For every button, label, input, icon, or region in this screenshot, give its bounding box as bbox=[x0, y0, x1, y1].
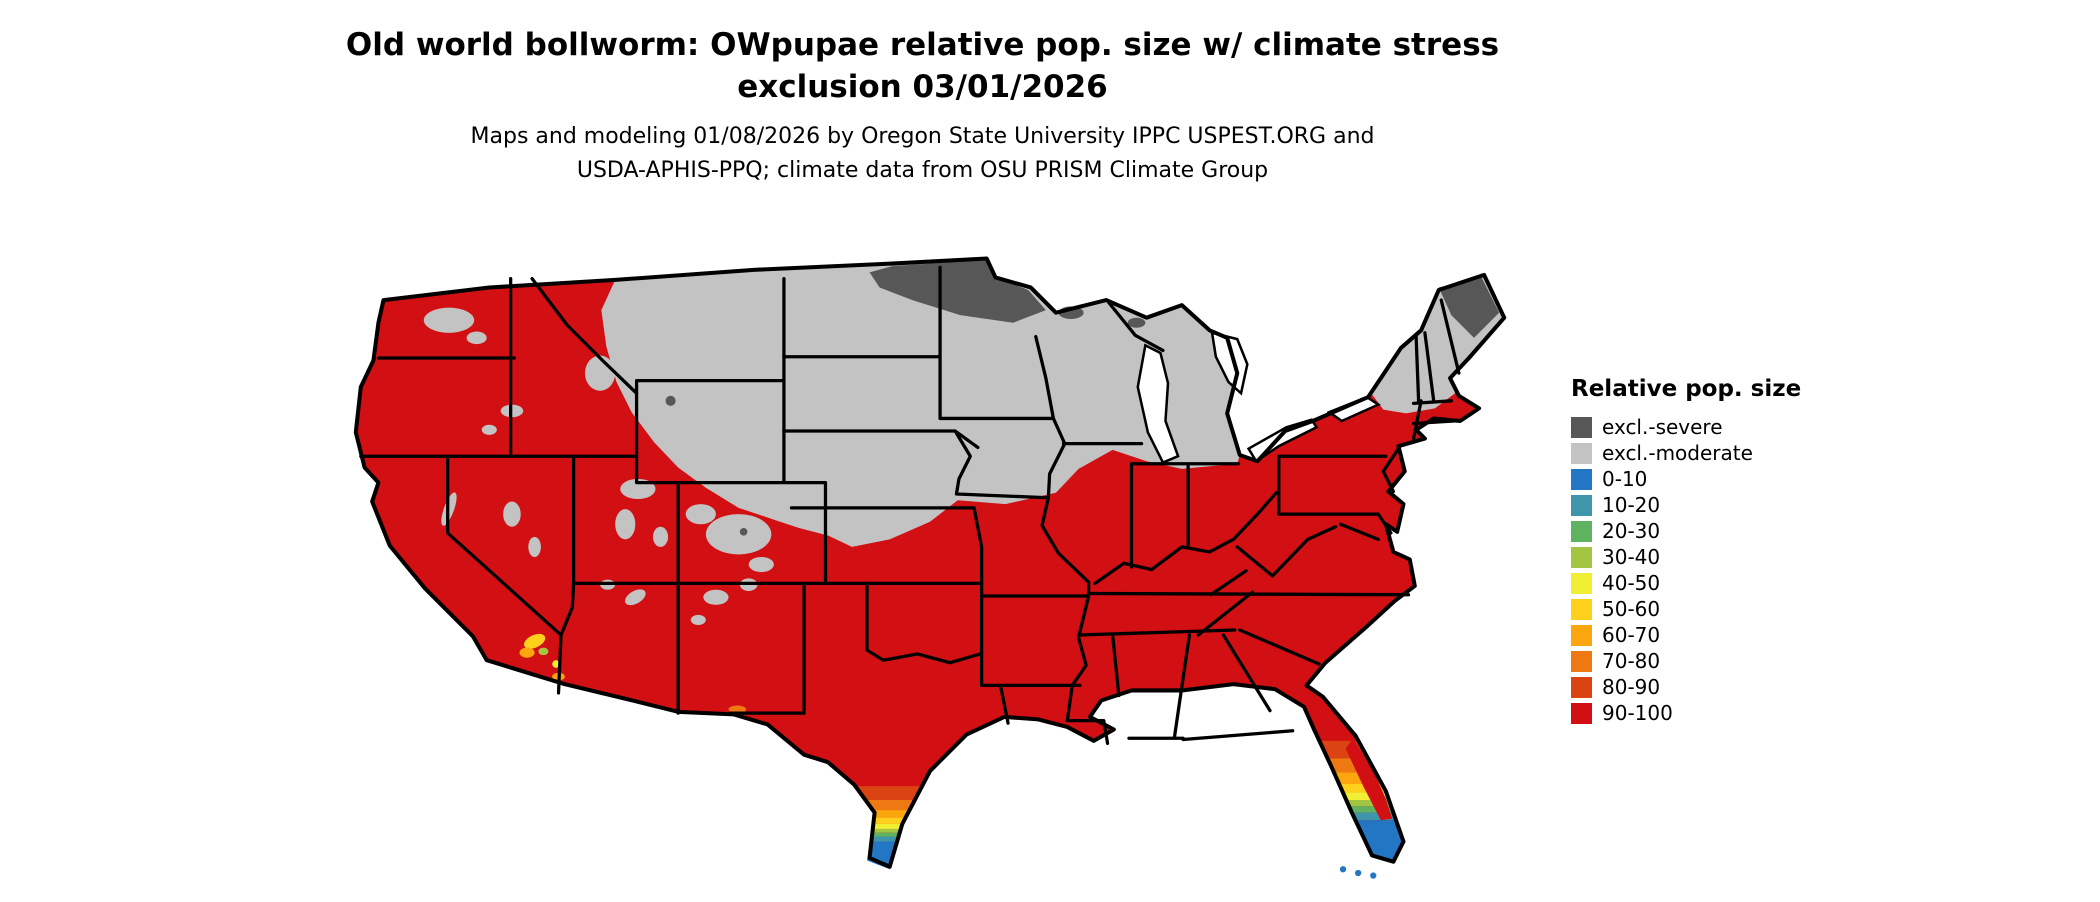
map-subtitle: Maps and modeling 01/08/2026 by Oregon S… bbox=[0, 120, 1845, 188]
legend-label: 90-100 bbox=[1602, 700, 1673, 725]
legend-swatch-30-40 bbox=[1571, 546, 1592, 568]
legend-label: 60-70 bbox=[1602, 622, 1661, 647]
legend-swatch-80-90 bbox=[1571, 676, 1592, 698]
legend-item: excl.-moderate bbox=[1571, 440, 1951, 466]
legend-swatch-70-80 bbox=[1571, 650, 1592, 672]
legend-label: 20-30 bbox=[1602, 518, 1661, 543]
legend-item: 10-20 bbox=[1571, 492, 1951, 518]
lake-huron bbox=[1210, 331, 1249, 396]
map-subtitle-line1: Maps and modeling 01/08/2026 by Oregon S… bbox=[470, 124, 1375, 149]
legend: Relative pop. size excl.-severe excl.-mo… bbox=[1571, 376, 1951, 726]
us-map bbox=[300, 222, 1560, 902]
legend-item: 90-100 bbox=[1571, 700, 1951, 726]
state-borders bbox=[359, 265, 1461, 745]
legend-label: 0-10 bbox=[1602, 466, 1648, 491]
legend-swatch-50-60 bbox=[1571, 598, 1592, 620]
legend-swatch-20-30 bbox=[1571, 520, 1592, 542]
legend-item: excl.-severe bbox=[1571, 414, 1951, 440]
legend-label: excl.-moderate bbox=[1602, 440, 1753, 465]
legend-swatch-60-70 bbox=[1571, 624, 1592, 646]
legend-item: 80-90 bbox=[1571, 674, 1951, 700]
legend-swatch-0-10 bbox=[1571, 468, 1592, 490]
legend-item: 40-50 bbox=[1571, 570, 1951, 596]
map-subtitle-line2: USDA-APHIS-PPQ; climate data from OSU PR… bbox=[576, 158, 1269, 183]
legend-title: Relative pop. size bbox=[1571, 376, 1802, 402]
legend-swatch-40-50 bbox=[1571, 572, 1592, 594]
state-borders-central bbox=[782, 265, 1165, 745]
legend-item: 60-70 bbox=[1571, 622, 1951, 648]
legend-item: 50-60 bbox=[1571, 596, 1951, 622]
us-map-svg bbox=[353, 256, 1507, 879]
us-outline bbox=[353, 256, 1507, 869]
legend-label: 10-20 bbox=[1602, 492, 1661, 517]
legend-label: 50-60 bbox=[1602, 596, 1661, 621]
legend-swatch-10-20 bbox=[1571, 494, 1592, 516]
legend-item: 0-10 bbox=[1571, 466, 1951, 492]
legend-item: 30-40 bbox=[1571, 544, 1951, 570]
legend-label: 30-40 bbox=[1602, 544, 1661, 569]
florida-keys bbox=[1339, 866, 1377, 879]
legend-item: 70-80 bbox=[1571, 648, 1951, 674]
legend-swatch-excl-moderate bbox=[1571, 442, 1592, 464]
map-title-line2: exclusion 03/01/2026 bbox=[737, 69, 1108, 105]
legend-swatch-90-100 bbox=[1571, 702, 1592, 724]
legend-swatch-excl-severe bbox=[1571, 416, 1592, 438]
legend-label: 80-90 bbox=[1602, 674, 1661, 699]
legend-label: excl.-severe bbox=[1602, 414, 1723, 439]
legend-item: 20-30 bbox=[1571, 518, 1951, 544]
legend-label: 40-50 bbox=[1602, 570, 1661, 595]
map-region-excl-severe bbox=[665, 259, 1500, 536]
map-region-excl-moderate bbox=[423, 258, 1505, 625]
lake-michigan bbox=[1136, 343, 1180, 465]
southwest-hotspots bbox=[519, 633, 747, 714]
map-title: Old world bollworm: OWpupae relative pop… bbox=[0, 24, 1845, 108]
state-borders-east bbox=[1076, 298, 1461, 742]
texas-gradient bbox=[826, 786, 937, 870]
map-title-line1: Old world bollworm: OWpupae relative pop… bbox=[345, 27, 1500, 63]
legend-label: 70-80 bbox=[1602, 648, 1661, 673]
